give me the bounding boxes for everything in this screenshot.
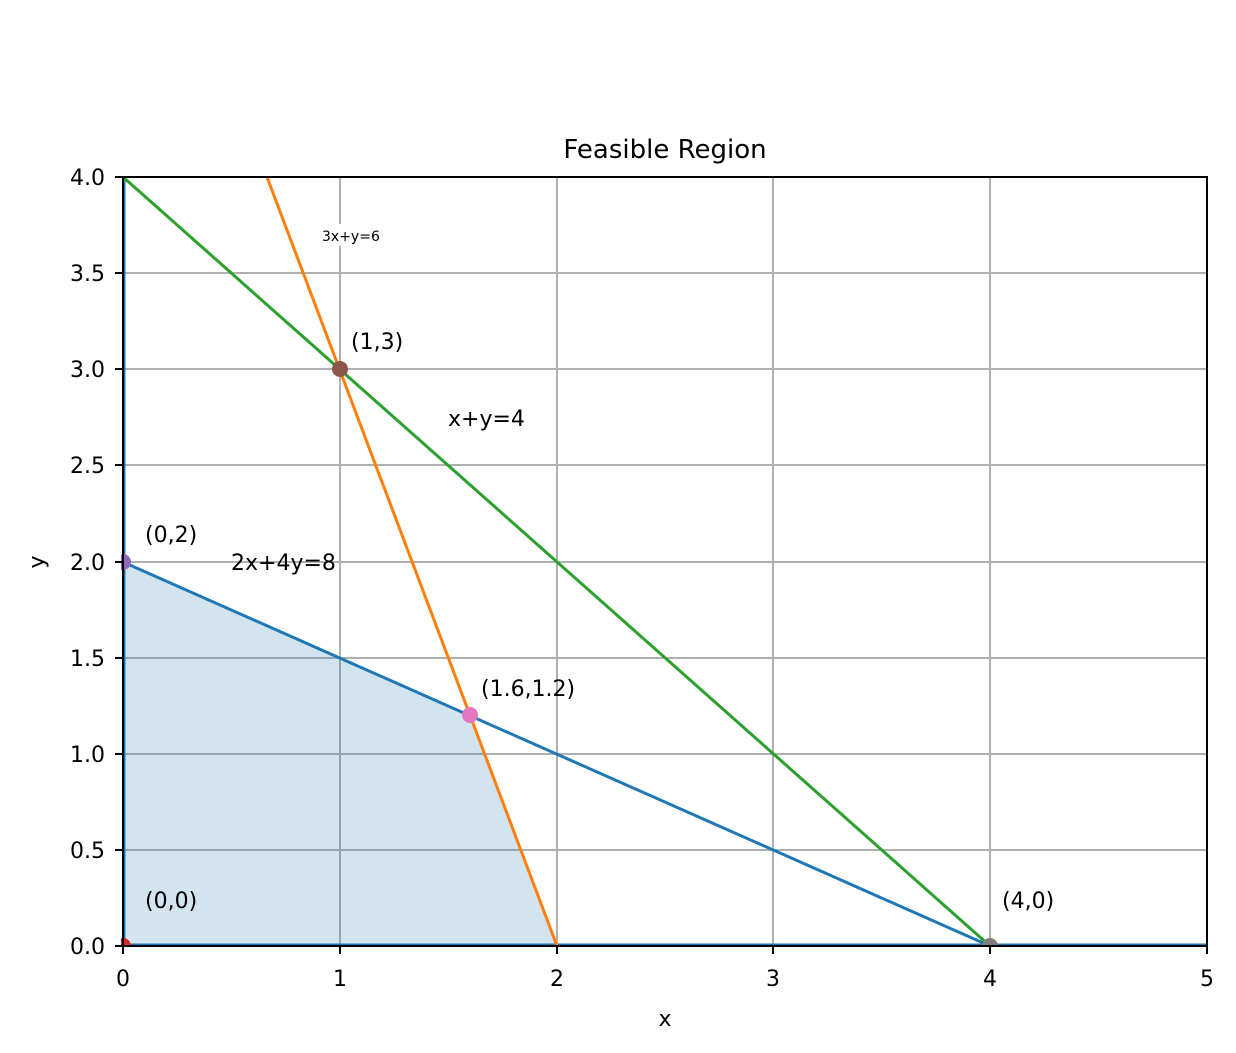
y-tick-label: 2.0: [70, 551, 105, 576]
line-annotation: x+y=4: [448, 407, 525, 432]
y-tick-label: 0.0: [70, 935, 105, 960]
vertex-label: (0,2): [145, 523, 197, 548]
x-tick-label: 5: [1200, 967, 1214, 992]
vertex-1-3: [332, 361, 348, 377]
line-x-y-4: [122, 175, 991, 948]
x-tick-label: 4: [983, 967, 997, 992]
y-tick-label: 3.5: [70, 262, 105, 287]
vertex-label: (0,0): [145, 889, 197, 914]
line-annotation: 3x+y=6: [322, 229, 380, 245]
y-tick-label: 2.5: [70, 454, 105, 479]
y-tick-label: 0.5: [70, 839, 105, 864]
vertex-label: (4,0): [1002, 889, 1054, 914]
y-axis-label: y: [25, 555, 50, 568]
line-3x-y-6: [265, 176, 559, 947]
y-tick-label: 1.5: [70, 647, 105, 672]
x-axis-label: x: [658, 1007, 671, 1032]
x-tick-label: 2: [550, 967, 564, 992]
line-annotation: 2x+4y=8: [231, 551, 336, 576]
y-tick-label: 1.0: [70, 743, 105, 768]
x-axis: [122, 946, 1208, 954]
x-tick-label: 3: [766, 967, 780, 992]
x-tick-label: 1: [333, 967, 347, 992]
y-tick-label: 4.0: [70, 166, 105, 191]
y-axis: [115, 176, 123, 947]
chart-title: Feasible Region: [563, 135, 766, 165]
feasible-region: [123, 562, 557, 946]
vertex-label: (1,3): [351, 330, 403, 355]
y-tick-label: 3.0: [70, 358, 105, 383]
x-tick-label: 0: [116, 967, 130, 992]
line-2x-4y-8: [122, 560, 991, 948]
vertex-label: (1.6,1.2): [481, 677, 575, 702]
vertex-1.6-1.2: [462, 707, 478, 723]
